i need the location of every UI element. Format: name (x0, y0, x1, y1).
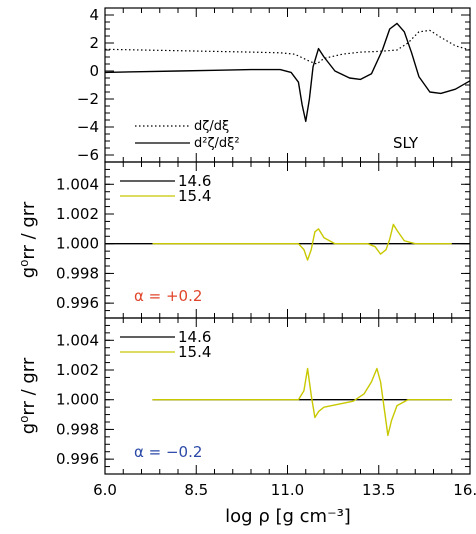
panels: −6 −4 −2 0 2 4 dζ/dξ d²ζ/dξ² SLY 0.996 0.998 1.000 1… (18, 6, 471, 475)
x-axis-title: log ρ [g cm⁻³] (225, 506, 351, 527)
y-tick-label: −4 (77, 118, 99, 136)
x-tick-label: 6.0 (93, 481, 117, 499)
legend-label: dζ/dξ (194, 119, 229, 134)
legend-label: 15.4 (178, 343, 211, 361)
y-tick-label: 1.000 (56, 391, 99, 409)
panel-bottom: 0.996 0.998 1.000 1.002 1.004 14.615.4 α = −0.… (18, 317, 471, 475)
series-line (152, 367, 452, 437)
x-tick-label: 11.0 (271, 481, 304, 499)
panel-top: −6 −4 −2 0 2 4 dζ/dξ d²ζ/dξ² SLY (77, 6, 471, 164)
y-tick-label: 0.998 (56, 420, 99, 438)
series-line (104, 29, 471, 65)
y-tick-label: 1.002 (56, 205, 99, 223)
y-tick-label: −6 (77, 146, 99, 164)
y-tick-label: 1.000 (56, 235, 99, 253)
x-tick-label: 8.5 (184, 481, 208, 499)
panel-annotation: SLY (393, 134, 419, 152)
y-tick-label: 1.004 (56, 331, 99, 349)
panel-annotation: α = −0.2 (134, 443, 202, 461)
legend-label: d²ζ/dξ² (194, 136, 240, 151)
panel-middle: 0.996 0.998 1.000 1.002 1.004 14.615.4 α = +0.… (18, 161, 471, 319)
y-tick-label: 0.998 (56, 264, 99, 282)
legend-label: 14.6 (178, 328, 211, 346)
legend-label: 15.4 (178, 187, 211, 205)
x-tick-label: 13.5 (362, 481, 395, 499)
y-tick-label: 1.004 (56, 175, 99, 193)
legend-label: 14.6 (178, 172, 211, 190)
panel-annotation: α = +0.2 (134, 287, 202, 305)
y-tick-label: 2 (89, 34, 99, 52)
x-tick-label: 16.0 (453, 481, 476, 499)
y-tick-label: 1.002 (56, 361, 99, 379)
y-axis-title: g⁰rr / grr (18, 357, 39, 434)
y-tick-label: 0 (89, 62, 99, 80)
y-tick-label: −2 (77, 90, 99, 108)
y-tick-label: 4 (89, 6, 99, 24)
y-axis-title: g⁰rr / grr (18, 201, 39, 278)
x-axis: 6.0 8.5 11.0 13.5 16.0 (93, 481, 476, 499)
series-line (104, 22, 471, 123)
y-tick-label: 0.996 (56, 450, 99, 468)
y-tick-label: 0.996 (56, 294, 99, 312)
series-line (152, 223, 452, 261)
